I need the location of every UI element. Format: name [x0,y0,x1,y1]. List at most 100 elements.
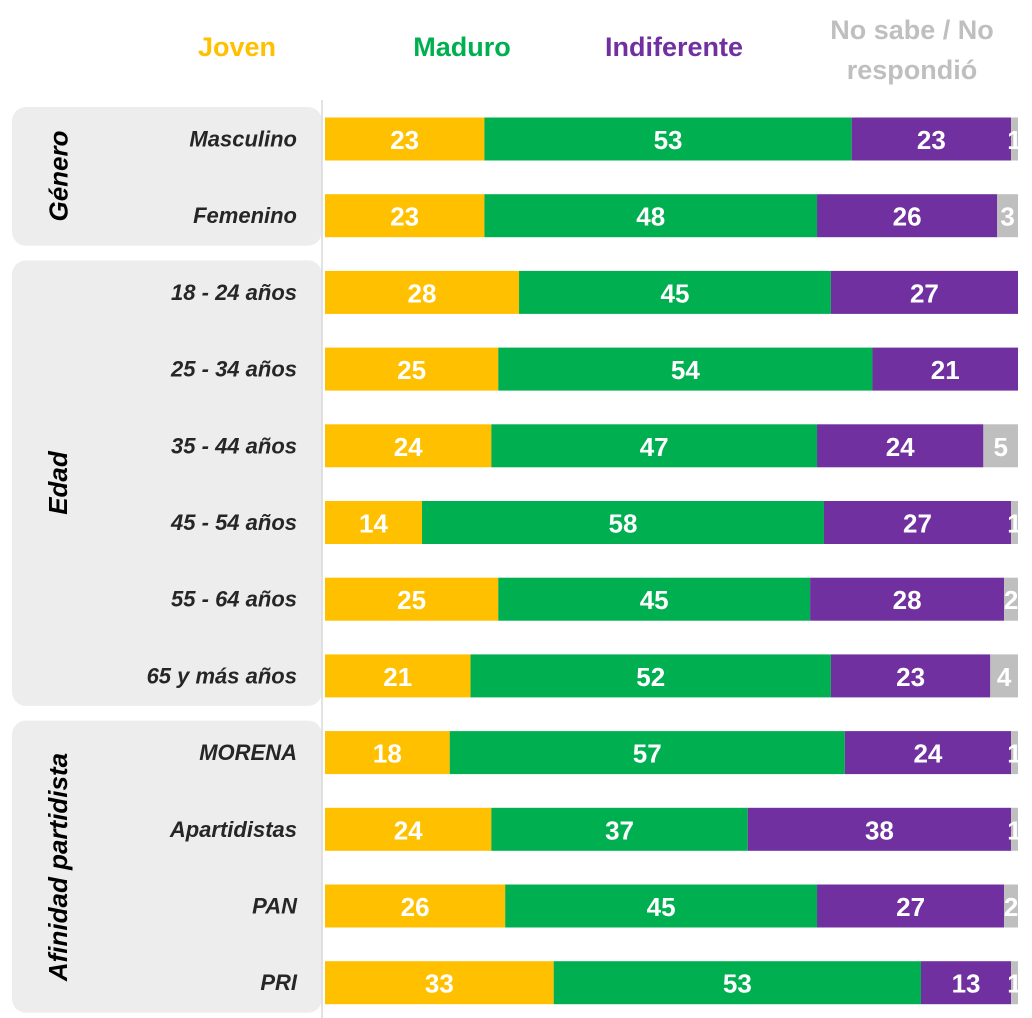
value-label: 58 [609,509,638,539]
value-label: 28 [893,585,922,615]
bar-segment [553,961,921,1005]
value-label: 47 [640,432,669,462]
value-label: 45 [661,278,690,308]
legend-label: No sabe / No respondió [830,15,994,85]
bar-segment [823,501,1012,544]
bar-segment [872,347,1018,391]
value-label: 1 [1007,815,1021,845]
bar-segment [325,117,485,161]
value-label: 27 [910,278,939,308]
bar-segment [505,884,818,928]
bar-segment [817,194,998,238]
bar-segment [422,501,824,544]
category-label: 65 y más años [147,663,297,688]
bar-segment [484,117,852,161]
bar-segment [1004,884,1018,928]
category-label: MORENA [199,740,297,765]
bar-segment [1011,731,1018,775]
group-label: Edad [43,451,73,515]
category-label: 25 - 34 años [170,357,297,382]
bar-segment [325,501,423,544]
category-label: Femenino [193,203,297,228]
value-label: 28 [408,278,437,308]
bar-segment [325,347,499,391]
value-label: 5 [993,432,1007,462]
bar-segment [325,884,506,928]
category-label: 35 - 44 años [171,433,297,458]
group-label: Afinidad partidista [43,752,73,981]
bar-segment [325,270,520,314]
value-label: 25 [397,355,426,385]
legend-label: Maduro [413,32,511,62]
value-label: 27 [896,892,925,922]
bar-segment [325,424,492,468]
value-label: 24 [394,432,423,462]
value-label: 27 [903,509,932,539]
value-label: 24 [913,739,942,769]
legend-label: Joven [197,32,277,62]
bar-segment [990,654,1018,698]
value-label: 25 [397,585,426,615]
value-label: 3 [1000,202,1014,232]
value-label: 45 [640,585,669,615]
value-label: 24 [394,815,423,845]
category-label: 18 - 24 años [171,280,297,305]
group-label: Género [43,130,73,222]
bar-segment [325,961,554,1005]
value-label: 1 [1007,125,1021,155]
legend-label: Indiferente [604,32,744,62]
value-label: 53 [723,969,752,999]
bar-segment [325,194,485,238]
value-label: 45 [647,892,676,922]
value-label: 37 [605,815,634,845]
category-label: 55 - 64 años [171,587,297,612]
bar-segment [1011,807,1018,851]
value-label: 21 [931,355,960,385]
bar-segment [851,117,1012,161]
value-label: 26 [401,892,430,922]
bar-segment [498,347,873,391]
value-label: 54 [671,355,700,385]
group-panel [12,260,322,706]
group-panel [12,107,322,246]
bar-segment [817,884,1005,928]
bar-segment [325,731,450,775]
category-label: PRI [260,970,298,995]
bar-segment [844,731,1012,775]
value-label: 2 [1004,892,1018,922]
bar-segment [817,424,984,468]
bar-segment [747,807,1012,851]
value-label: 38 [865,815,894,845]
value-label: 13 [952,969,981,999]
value-label: 4 [997,662,1012,692]
bar-segment [830,654,991,698]
value-label: 1 [1007,969,1021,999]
bar-segment [470,654,831,698]
value-label: 23 [896,662,925,692]
bar-segment [810,577,1005,621]
value-label: 21 [383,662,412,692]
value-label: 14 [359,509,388,539]
value-label: 24 [886,432,915,462]
bar-segment [325,654,471,698]
value-label: 26 [893,202,922,232]
bar-segment [983,424,1018,468]
bar-segment [325,577,499,621]
value-label: 23 [390,125,419,155]
bar-segment [830,270,1018,314]
bar-segment [491,807,748,851]
bar-segment [484,194,818,238]
bar-segment [498,577,811,621]
group-panel [12,720,322,1013]
value-label: 57 [633,739,662,769]
value-label: 23 [390,202,419,232]
bar-segment [325,807,492,851]
bar-segment [449,731,845,775]
category-label: Apartidistas [169,817,297,842]
bar-segment [491,424,818,468]
value-label: 52 [636,662,665,692]
value-label: 18 [373,739,402,769]
bar-segment [997,194,1018,238]
value-label: 53 [654,125,683,155]
